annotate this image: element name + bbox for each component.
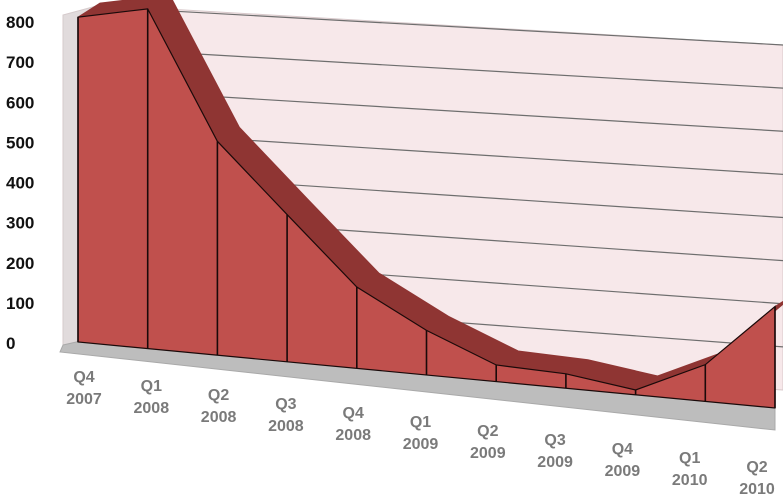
y-tick-label: 800	[6, 13, 34, 32]
x-tick-label: Q1 2008	[134, 378, 170, 417]
y-tick-label: 500	[6, 133, 34, 152]
y-tick-label: 600	[6, 93, 34, 112]
y-tick-label: 100	[6, 294, 34, 313]
x-tick-label: Q4 2008	[335, 405, 371, 444]
x-tick-label: Q4 2007	[66, 369, 102, 408]
y-axis-ticks: 0 100 200 300 400 500 600 700 800	[6, 13, 34, 353]
data-area	[77, 0, 783, 409]
x-tick-label: Q1 2009	[403, 414, 439, 453]
y-tick-label: 300	[6, 214, 34, 233]
x-tick-label: Q2 2008	[201, 387, 237, 426]
y-tick-label: 400	[6, 174, 34, 193]
y-tick-label: 700	[6, 53, 34, 72]
x-tick-label: Q2 2009	[470, 423, 506, 462]
x-tick-label: Q2 2010	[739, 459, 775, 497]
x-axis-ticks: Q4 2007 Q1 2008 Q2 2008 Q3 2008 Q4 2008 Q1 2009 Q2 20…	[66, 369, 775, 497]
y-tick-label: 0	[6, 334, 15, 353]
area-front-face	[77, 8, 776, 409]
gridline	[98, 47, 783, 89]
x-tick-label: Q4 2009	[605, 441, 641, 480]
x-tick-label: Q1 2010	[672, 450, 708, 489]
x-tick-label: Q3 2009	[537, 432, 573, 471]
y-tick-label: 200	[6, 254, 34, 273]
gridline	[98, 6, 783, 46]
x-tick-label: Q3 2008	[268, 396, 304, 435]
